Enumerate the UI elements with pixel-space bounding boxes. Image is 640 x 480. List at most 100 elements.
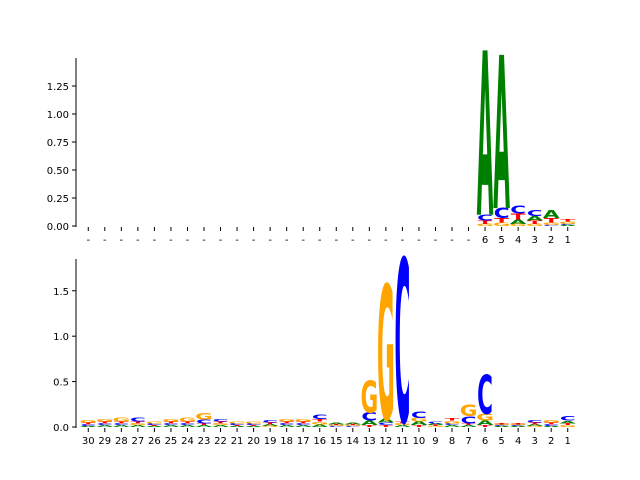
logo-letter-t: T [395, 421, 410, 424]
logo-letter-a: A [526, 215, 544, 222]
x-tick-label: 23 [198, 436, 211, 447]
x-tick-label: - [268, 235, 272, 246]
logo-letter-c: C [229, 423, 245, 426]
logo-letter-g: G [443, 420, 461, 424]
x-tick-label: 28 [115, 436, 128, 447]
logo-letter-t: T [81, 422, 96, 425]
top-logo-panel: 0.00 0.25 0.50 0.75 1.00 1.25 - - - - - - - - - - - - - - - -… [47, 5, 577, 268]
logo-letter-t: T [544, 422, 559, 425]
x-tick-label: 13 [363, 436, 376, 447]
logo-letter-c: C [345, 426, 361, 427]
logo-letter-a: A [559, 420, 576, 424]
logo-letter-g: G [162, 418, 180, 422]
logo-letter-t: T [312, 418, 327, 422]
logo-letter-t: T [494, 423, 510, 424]
logo-letter-c: C [312, 413, 328, 420]
logo-letter-c: C [477, 364, 493, 427]
x-tick-label: - [318, 235, 322, 246]
logo-letter-g: G [542, 222, 560, 226]
logo-letter-c: C [279, 423, 295, 426]
logo-letter-a: A [543, 209, 561, 222]
logo-letter-g: G [195, 412, 213, 422]
logo-letter-g: G [96, 418, 114, 422]
logo-letter-t: T [246, 425, 262, 426]
logo-letter-a: A [179, 425, 196, 428]
x-tick-label: - [169, 235, 173, 246]
logo-letter-g: G [460, 402, 478, 421]
logo-letter-t: T [412, 425, 427, 428]
logo-letter-t: T [511, 423, 527, 424]
x-tick-label: - [153, 235, 157, 246]
logo-letter-c: C [295, 423, 311, 426]
logo-letter-a: A [493, 14, 510, 259]
logo-letter-c: C [180, 423, 196, 426]
logo-letter-a: A [526, 424, 543, 427]
x-tick-label: - [219, 235, 223, 246]
logo-letter-t: T [147, 425, 163, 426]
logo-letter-g: G [410, 417, 428, 423]
logo-letter-g: G [327, 425, 345, 426]
logo-letter-c: C [543, 225, 559, 227]
logo-letter-g: G [212, 423, 230, 426]
x-tick-label: - [401, 235, 405, 246]
logo-letter-a: A [262, 424, 279, 427]
logo-letter-g: G [526, 223, 544, 227]
logo-letter-c: C [97, 423, 113, 426]
x-tick-label: - [103, 235, 107, 246]
logo-letter-t: T [445, 417, 460, 421]
x-tick-label: 27 [131, 436, 144, 447]
logo-letter-a: A [113, 425, 130, 428]
logo-letter-t: T [560, 423, 575, 426]
y-tick-label: 1.00 [47, 110, 69, 121]
logo-letter-c: C [510, 425, 526, 426]
logo-letter-c: C [146, 423, 162, 426]
x-tick-label: 2 [548, 235, 554, 246]
logo-letter-g: G [526, 426, 544, 427]
logo-letter-c: C [213, 418, 229, 422]
logo-letter-g: G [179, 417, 197, 423]
logo-letter-g: G [129, 423, 147, 426]
logo-letter-g: G [360, 373, 378, 424]
logo-letter-g: G [311, 421, 329, 425]
y-tick-label: 0.25 [47, 194, 69, 205]
logo-letter-t: T [527, 220, 542, 225]
logo-letter-a: A [378, 418, 396, 424]
x-tick-label: - [384, 235, 388, 246]
x-tick-label: 6 [482, 235, 488, 246]
logo-letter-c: C [494, 425, 510, 426]
x-tick-label: 5 [498, 235, 504, 246]
x-tick-label: 8 [449, 436, 455, 447]
logo-letter-c: C [527, 419, 543, 423]
logo-letter-a: A [146, 426, 163, 427]
x-tick-label: - [351, 235, 355, 246]
logo-letter-g: G [559, 221, 577, 225]
logo-letter-a: A [96, 425, 113, 428]
logo-letter-g: G [112, 417, 130, 423]
logo-letter-a: A [493, 426, 510, 427]
logo-letter-a: A [229, 426, 246, 427]
logo-letter-a: A [130, 425, 147, 428]
x-tick-label: - [285, 235, 289, 246]
logo-letter-t: T [511, 212, 526, 221]
logo-letter-c: C [428, 421, 444, 424]
logo-letter-g: G [377, 247, 395, 462]
logo-letter-a: A [295, 425, 312, 428]
x-tick-label: 30 [82, 436, 95, 447]
x-tick-label: 3 [531, 436, 537, 447]
x-tick-label: - [202, 235, 206, 246]
x-tick-label: 1 [565, 436, 571, 447]
x-tick-label: - [120, 235, 124, 246]
logo-letter-t: T [461, 423, 476, 426]
logo-letter-c: C [394, 213, 410, 475]
logo-letter-a: A [477, 419, 495, 426]
x-tick-label: - [301, 235, 305, 246]
logo-letter-a: A [311, 424, 328, 428]
logo-letter-a: A [328, 422, 345, 425]
logo-letter-a: A [212, 425, 229, 428]
logo-letter-a: A [394, 425, 411, 428]
x-tick-label: - [252, 235, 256, 246]
logo-letter-g: G [278, 418, 296, 422]
logo-letter-t: T [379, 425, 394, 428]
logo-letter-g: G [294, 418, 312, 422]
x-tick-label: 9 [432, 436, 438, 447]
